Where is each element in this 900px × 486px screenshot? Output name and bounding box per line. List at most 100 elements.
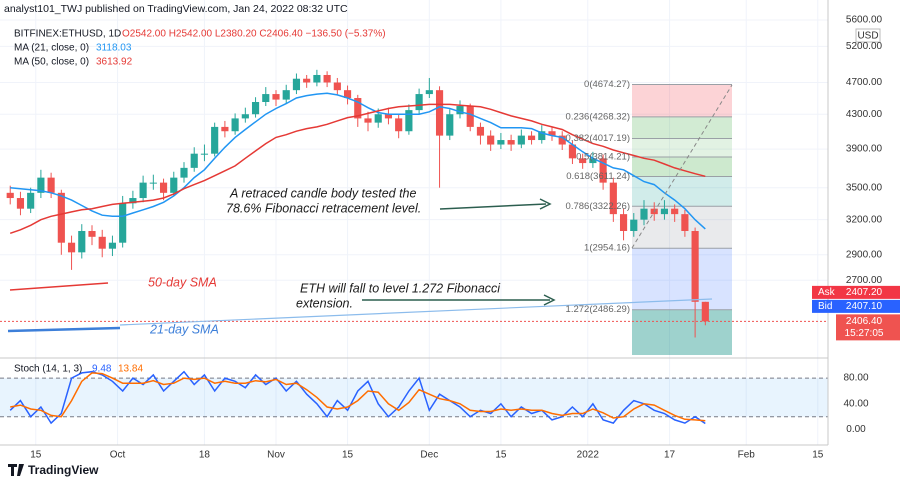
x-tick-label: Oct <box>110 450 126 461</box>
candle-body <box>282 90 290 100</box>
countdown: 15:27:05 <box>845 328 884 339</box>
candle-body <box>415 94 423 111</box>
drawn-line <box>119 298 713 326</box>
y-tick-label: 4300.00 <box>846 109 883 120</box>
y-tick-label: 3500.00 <box>846 182 883 193</box>
quote-value: 2407.10 <box>846 301 883 312</box>
stoch-legend: Stoch (14, 1, 3) <box>14 364 82 375</box>
fib-band <box>632 157 732 177</box>
candle-body <box>57 192 65 243</box>
fib-label: 0.236(4268.32) <box>566 111 630 122</box>
candle-body <box>129 198 137 204</box>
candle-body <box>221 126 229 132</box>
last-price: 2406.40 <box>846 316 883 327</box>
y-tick-label: 2900.00 <box>846 249 883 260</box>
y-tick-label: 4700.00 <box>846 77 883 88</box>
currency-box <box>855 28 881 43</box>
x-tick-label: 15 <box>342 450 354 461</box>
candle-body <box>139 182 147 199</box>
ma-legend-value: 3613.92 <box>96 57 133 68</box>
ma-legend: MA (50, close, 0) <box>14 57 89 68</box>
stoch-legend-value: 9.48 <box>92 364 112 375</box>
candle-body <box>384 114 393 119</box>
candle-body <box>149 182 157 184</box>
candle-body <box>323 74 331 83</box>
candle-body <box>16 198 25 209</box>
candle-body <box>691 230 699 302</box>
candle-body <box>497 140 505 145</box>
candle-body <box>456 106 464 115</box>
fib-band <box>632 309 732 355</box>
y-tick-label: 5200.00 <box>846 41 883 52</box>
y-tick-label: 3200.00 <box>846 214 883 225</box>
quote-box <box>812 299 900 313</box>
stoch-tick-label: 40.00 <box>843 398 868 409</box>
candle-body <box>241 114 249 119</box>
candle-body <box>395 118 403 132</box>
candle-body <box>619 214 628 231</box>
candle-body <box>660 208 669 215</box>
candle-body <box>558 135 566 145</box>
fib-band <box>632 176 732 207</box>
symbol: BITFINEX:ETHUSD, 1D <box>14 29 121 40</box>
candle-body <box>27 192 35 209</box>
fib-label: 0.382(4017.19) <box>566 133 630 144</box>
candle-body <box>671 208 679 215</box>
x-tick-label: Feb <box>738 450 756 461</box>
candle-body <box>701 301 709 322</box>
fib-band <box>632 248 732 310</box>
candle-body <box>67 242 76 253</box>
ma-legend-value: 3118.03 <box>96 43 132 54</box>
candle-body <box>313 74 321 83</box>
candle-body <box>231 118 239 132</box>
candle-body <box>435 90 444 136</box>
logo: TradingView <box>28 463 99 477</box>
moving-average <box>10 92 706 230</box>
x-tick-label: 17 <box>664 450 676 461</box>
candle-body <box>579 158 587 164</box>
candle-body <box>180 167 188 178</box>
candle-body <box>37 177 45 193</box>
quote-name: Bid <box>818 301 832 312</box>
candle-body <box>159 182 168 193</box>
candle-body <box>609 182 617 215</box>
candle-body <box>446 114 454 136</box>
fib-label: 0.618(3611.24) <box>566 171 630 182</box>
fib-band <box>632 116 732 139</box>
ohlc-legend: O2542.00 H2542.00 L2380.20 C2406.40 −136… <box>122 29 386 40</box>
candle-body <box>211 126 219 154</box>
annotation: A retraced candle body tested the <box>229 186 417 200</box>
arrow-head <box>539 198 552 210</box>
currency: USD <box>857 31 878 42</box>
candle-body <box>262 94 270 102</box>
annotation: ETH will fall to level 1.272 Fibonacci <box>300 281 501 295</box>
candle-body <box>640 208 648 220</box>
y-tick-label: 5600.00 <box>846 15 883 26</box>
candle-body <box>517 135 525 145</box>
candle-body <box>466 106 474 127</box>
candle-body <box>599 158 607 183</box>
publish-info: analyst101_TWJ published on TradingView.… <box>4 3 348 15</box>
candle-body <box>364 118 372 123</box>
x-tick-label: 18 <box>199 450 211 461</box>
drawn-line <box>9 282 109 291</box>
candle-body <box>119 203 127 243</box>
candle-body <box>507 140 515 145</box>
y-tick-label: 3900.00 <box>846 144 883 155</box>
x-tick-label: Nov <box>267 450 285 461</box>
fib-trend-line <box>631 84 733 249</box>
stoch-tick-label: 0.00 <box>846 424 866 435</box>
fib-label: 0.5(3814.21) <box>576 152 630 163</box>
candle-body <box>47 177 55 193</box>
arrow <box>439 203 547 210</box>
fib-label: 1(2954.16) <box>584 243 630 254</box>
candle-body <box>272 94 280 100</box>
quote-value: 2407.20 <box>846 287 883 298</box>
x-tick-label: 2022 <box>577 450 600 461</box>
drawn-line <box>7 326 121 333</box>
x-tick-label: Dec <box>420 450 438 461</box>
fib-band <box>632 84 732 117</box>
fib-label: 0.786(3322.26) <box>566 201 630 212</box>
candle-body <box>6 192 14 199</box>
